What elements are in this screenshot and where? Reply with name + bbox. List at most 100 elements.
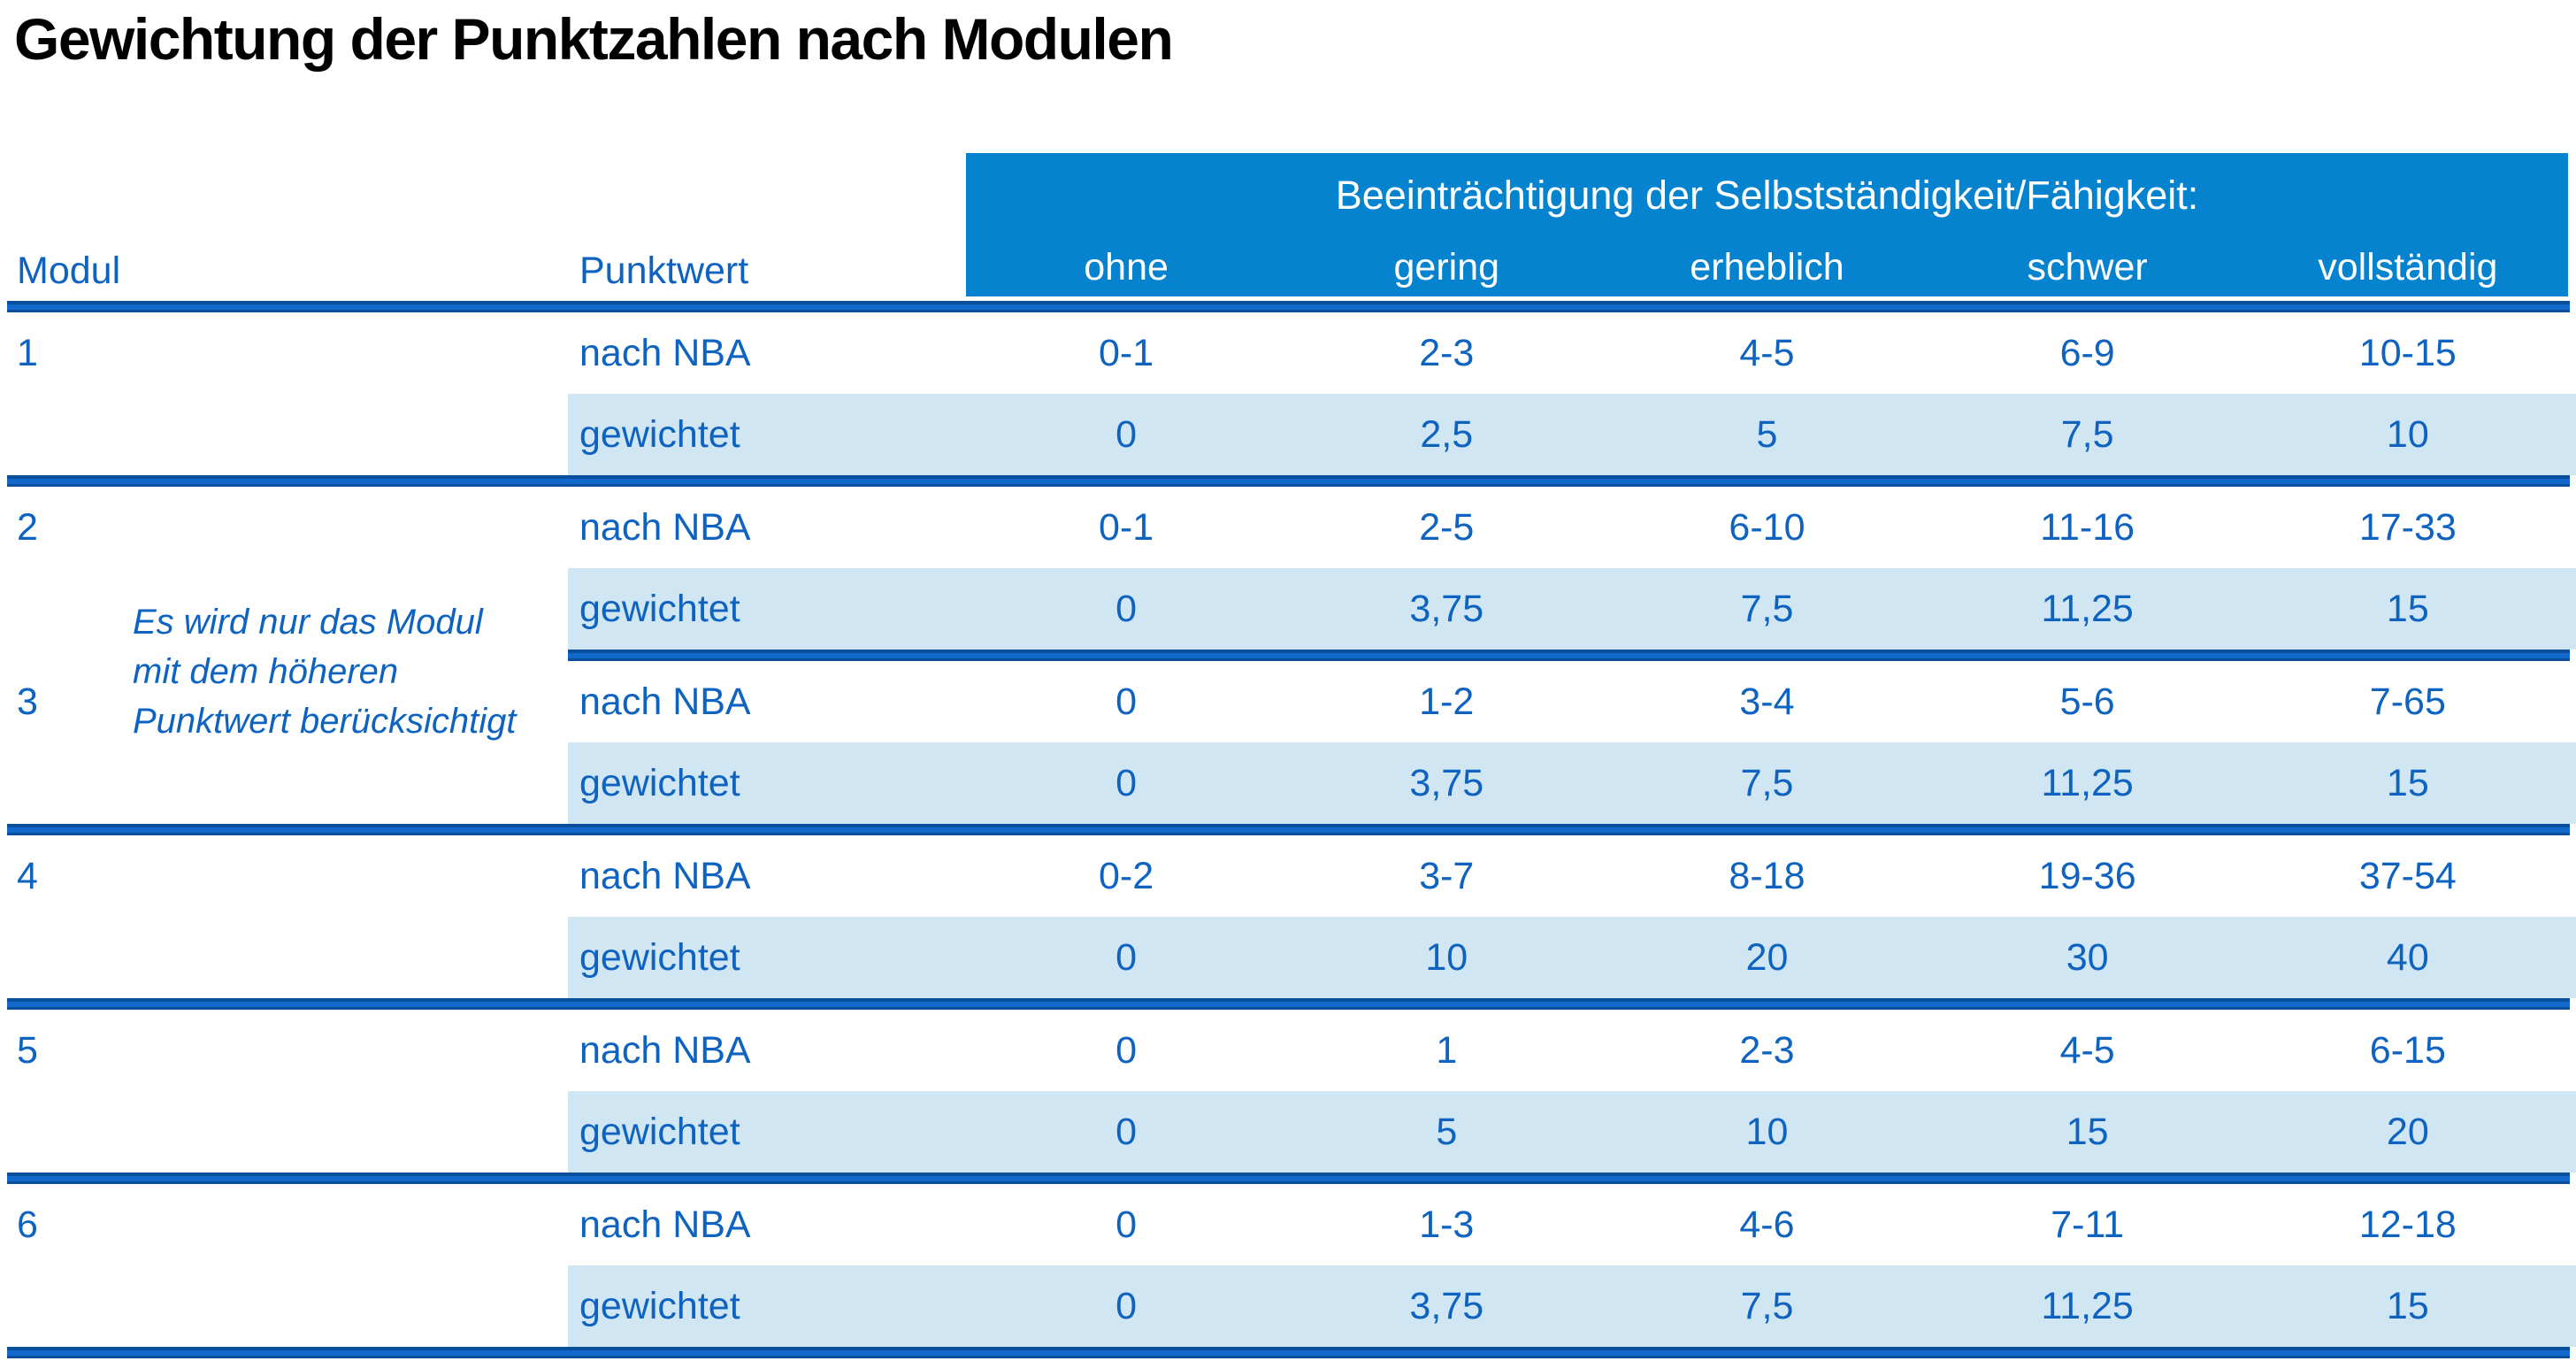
cell-value: 0 xyxy=(1116,412,1138,456)
table-header: Modul Punktwert Beeinträchtigung der Sel… xyxy=(0,153,2576,296)
cell-value: 15 xyxy=(2386,1284,2429,1327)
cell-value: 11,25 xyxy=(2041,761,2134,804)
cell-value: 10 xyxy=(2386,412,2429,456)
cell-value: 7,5 xyxy=(1740,761,1794,804)
cell-value: 10 xyxy=(1425,935,1468,979)
cell-value: 7,5 xyxy=(1740,1284,1794,1327)
impairment-header-title: Beeinträchtigung der Selbstständigkeit/F… xyxy=(1335,173,2199,218)
cell-value: 20 xyxy=(2386,1110,2429,1153)
module-separator-line xyxy=(7,475,2570,487)
row-label: nach NBA xyxy=(579,854,751,897)
row-label: nach NBA xyxy=(579,680,751,723)
cell-value: 0 xyxy=(1116,761,1138,804)
table-bottom-line xyxy=(7,1347,2570,1358)
row-label: nach NBA xyxy=(579,331,751,374)
cell-value: 15 xyxy=(2066,1110,2109,1153)
table-row-modul3-nach-nba: 3 nach NBA 0 1-2 3-4 5-6 7-65 xyxy=(0,661,2576,742)
cell-value: 7-11 xyxy=(2051,1203,2125,1246)
cell-value: 0 xyxy=(1116,1284,1138,1327)
module-number: 5 xyxy=(17,1028,38,1072)
cell-value: 3,75 xyxy=(1409,1284,1484,1327)
cell-value: 5 xyxy=(1756,412,1778,456)
cell-value: 0 xyxy=(1116,1203,1138,1246)
cell-value: 3-7 xyxy=(1419,854,1475,897)
cell-value: 0 xyxy=(1116,935,1138,979)
column-header-vollstaendig: vollständig xyxy=(2318,245,2498,288)
cell-value: 0 xyxy=(1116,1028,1138,1072)
module-separator-line-partial xyxy=(568,650,2570,661)
cell-value: 5-6 xyxy=(2059,680,2115,723)
cell-value: 15 xyxy=(2386,761,2429,804)
cell-value: 0-2 xyxy=(1099,854,1154,897)
module-number: 6 xyxy=(17,1203,38,1246)
column-header-punktwert: Punktwert xyxy=(579,250,749,292)
cell-value: 6-15 xyxy=(2369,1028,2446,1072)
row-label: gewichtet xyxy=(579,761,740,804)
cell-value: 19-36 xyxy=(2038,854,2136,897)
cell-value: 3-4 xyxy=(1739,680,1795,723)
row-label: nach NBA xyxy=(579,1203,751,1246)
note-line: Es wird nur das Modul xyxy=(133,603,483,642)
cell-value: 12-18 xyxy=(2358,1203,2457,1246)
page-title: Gewichtung der Punktzahlen nach Modulen xyxy=(14,6,1174,72)
cell-value: 5 xyxy=(1436,1110,1458,1153)
table-row-modul6-nach-nba: 6 nach NBA 0 1-3 4-6 7-11 12-18 xyxy=(0,1184,2576,1265)
module-number: 3 xyxy=(17,680,38,723)
table-row-modul4-gewichtet: gewichtet 0 10 20 30 40 xyxy=(0,917,2576,998)
row-label: gewichtet xyxy=(579,412,740,456)
table-row-modul5-nach-nba: 5 nach NBA 0 1 2-3 4-5 6-15 xyxy=(0,1010,2576,1091)
note-modules-2-3: Es wird nur das Modul mit dem höheren Pu… xyxy=(133,597,646,746)
row-label: nach NBA xyxy=(579,1028,751,1072)
cell-value: 1-3 xyxy=(1419,1203,1475,1246)
cell-value: 6-9 xyxy=(2059,331,2115,374)
cell-value: 1 xyxy=(1436,1028,1458,1072)
row-label: gewichtet xyxy=(579,1110,740,1153)
cell-value: 7-65 xyxy=(2369,680,2446,723)
module-separator-line xyxy=(7,998,2570,1010)
cell-value: 3,75 xyxy=(1409,761,1484,804)
column-header-erheblich: erheblich xyxy=(1690,245,1844,288)
severity-header-row: ohne gering erheblich schwer vollständig xyxy=(966,238,2568,296)
module-separator-line xyxy=(7,1173,2570,1184)
table-row-modul5-gewichtet: gewichtet 0 5 10 15 20 xyxy=(0,1091,2576,1173)
cell-value: 0 xyxy=(1116,1110,1138,1153)
header-separator-line xyxy=(7,301,2570,312)
module-separator-line xyxy=(7,824,2570,835)
cell-value: 4-5 xyxy=(1739,331,1795,374)
cell-value: 4-5 xyxy=(2059,1028,2115,1072)
cell-value: 0-1 xyxy=(1099,505,1154,549)
impairment-header-band: Beeinträchtigung der Selbstständigkeit/F… xyxy=(966,153,2568,296)
table-row-modul3-gewichtet: gewichtet 0 3,75 7,5 11,25 15 xyxy=(0,742,2576,824)
cell-value: 15 xyxy=(2386,587,2429,630)
cell-value: 30 xyxy=(2066,935,2109,979)
cell-value: 40 xyxy=(2386,935,2429,979)
row-label: gewichtet xyxy=(579,1284,740,1327)
cell-value: 11-16 xyxy=(2040,505,2135,549)
cell-value: 2,5 xyxy=(1420,412,1474,456)
cell-value: 7,5 xyxy=(1740,587,1794,630)
note-line: mit dem höheren xyxy=(133,652,399,691)
row-label: nach NBA xyxy=(579,505,751,549)
cell-value: 3,75 xyxy=(1409,587,1484,630)
table-row-modul2-nach-nba: 2 nach NBA 0-1 2-5 6-10 11-16 17-33 xyxy=(0,487,2576,568)
column-header-schwer: schwer xyxy=(2027,245,2148,288)
cell-value: 10 xyxy=(1745,1110,1789,1153)
cell-value: 0 xyxy=(1116,680,1138,723)
cell-value: 17-33 xyxy=(2358,505,2457,549)
cell-value: 20 xyxy=(1745,935,1789,979)
cell-value: 37-54 xyxy=(2358,854,2457,897)
table-row-modul1-gewichtet: gewichtet 0 2,5 5 7,5 10 xyxy=(0,394,2576,475)
cell-value: 7,5 xyxy=(2060,412,2114,456)
column-header-gering: gering xyxy=(1393,245,1500,288)
module-number: 2 xyxy=(17,505,38,549)
column-header-ohne: ohne xyxy=(1084,245,1169,288)
cell-value: 10-15 xyxy=(2358,331,2457,374)
column-header-modul: Modul xyxy=(17,250,121,292)
note-line: Punktwert berücksichtigt xyxy=(133,702,517,741)
table-row-modul2-gewichtet: gewichtet 0 3,75 7,5 11,25 15 xyxy=(0,568,2576,650)
cell-value: 2-3 xyxy=(1739,1028,1795,1072)
cell-value: 2-5 xyxy=(1419,505,1475,549)
row-label: gewichtet xyxy=(579,935,740,979)
table-row-modul1-nach-nba: 1 nach NBA 0-1 2-3 4-5 6-9 10-15 xyxy=(0,312,2576,394)
